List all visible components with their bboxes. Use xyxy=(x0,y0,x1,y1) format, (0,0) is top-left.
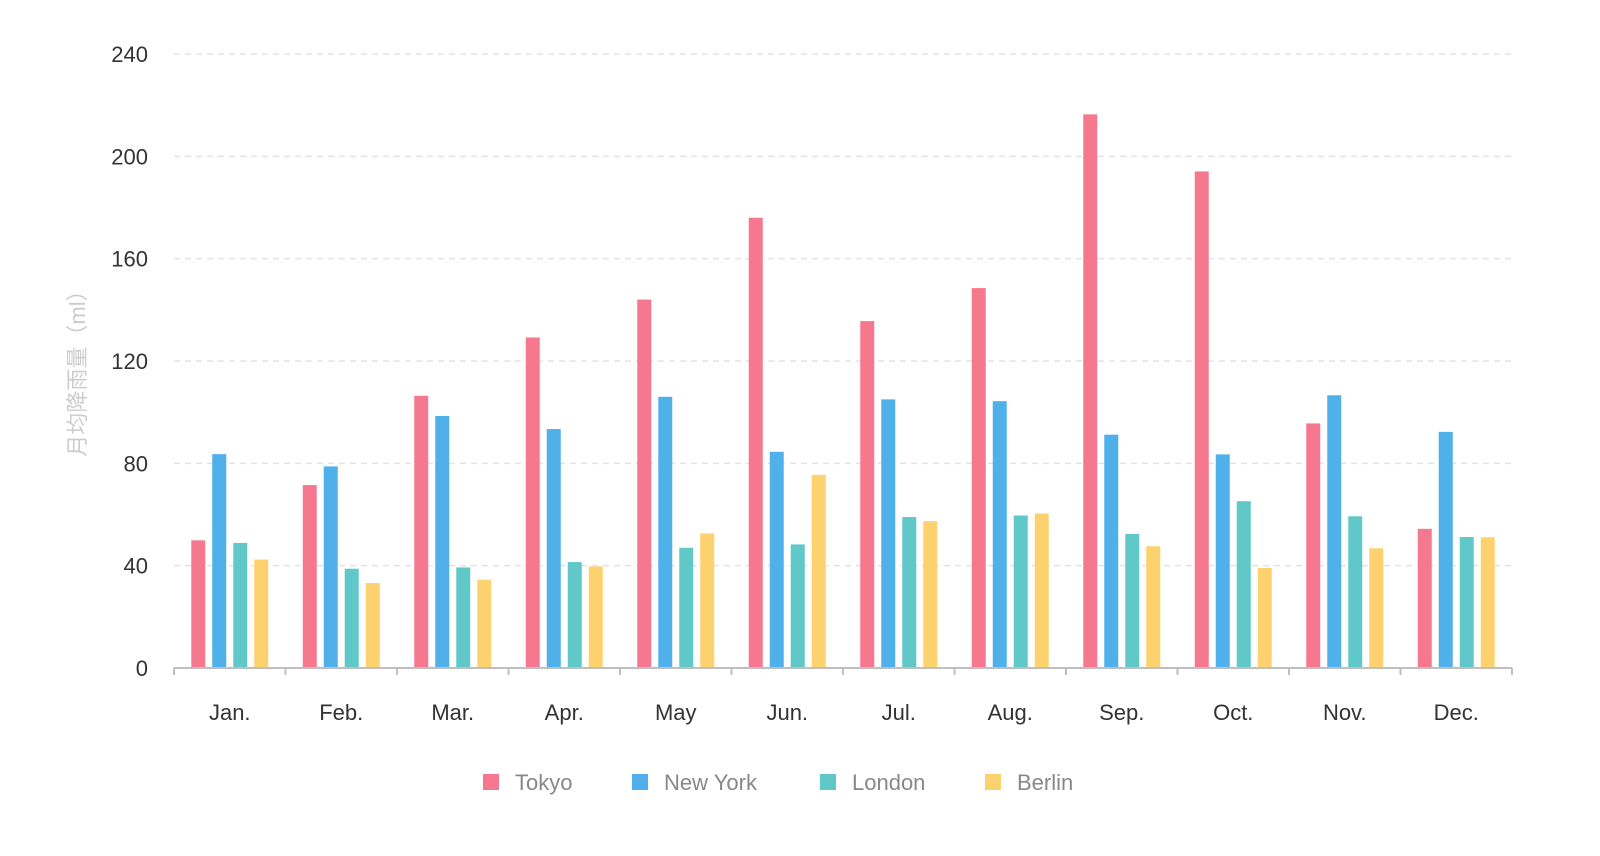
bar-berlin-6[interactable] xyxy=(923,521,938,668)
bar-tokyo-6[interactable] xyxy=(860,321,875,668)
bar-london-4[interactable] xyxy=(679,547,694,668)
y-axis-tick-labels: 0 40 80 120 160 200 240 xyxy=(111,42,148,681)
x-tick-label: Feb. xyxy=(319,700,363,725)
bar-tokyo-5[interactable] xyxy=(748,217,763,668)
legend-item-berlin[interactable]: Berlin xyxy=(985,770,1073,795)
y-tick-label: 40 xyxy=(124,554,148,579)
legend-swatch xyxy=(985,774,1001,790)
bar-tokyo-3[interactable] xyxy=(525,337,540,668)
x-tick-label: Apr. xyxy=(545,700,584,725)
bar-berlin-0[interactable] xyxy=(254,559,269,668)
y-tick-label: 200 xyxy=(111,144,148,169)
bar-new-york-10[interactable] xyxy=(1327,395,1342,668)
legend-label: New York xyxy=(664,770,758,795)
bar-new-york-1[interactable] xyxy=(323,466,338,668)
bar-new-york-11[interactable] xyxy=(1438,431,1453,668)
x-tick-label: Nov. xyxy=(1323,700,1367,725)
bar-new-york-4[interactable] xyxy=(658,396,673,668)
bar-berlin-2[interactable] xyxy=(477,579,492,668)
bar-new-york-7[interactable] xyxy=(992,401,1007,668)
legend-label: London xyxy=(852,770,925,795)
bar-london-3[interactable] xyxy=(567,562,582,668)
bar-new-york-6[interactable] xyxy=(881,399,896,668)
bar-new-york-9[interactable] xyxy=(1215,454,1230,668)
bar-london-9[interactable] xyxy=(1236,501,1251,668)
y-axis-title: 月均降雨量（ml） xyxy=(65,279,90,456)
x-tick-label: Dec. xyxy=(1434,700,1479,725)
y-tick-label: 160 xyxy=(111,247,148,272)
x-tick-label: Oct. xyxy=(1213,700,1253,725)
bar-berlin-8[interactable] xyxy=(1146,546,1161,668)
legend-swatch xyxy=(483,774,499,790)
bars xyxy=(191,114,1495,669)
legend-item-tokyo[interactable]: Tokyo xyxy=(483,770,572,795)
x-tick-label: Jun. xyxy=(766,700,808,725)
y-tick-label: 240 xyxy=(111,42,148,67)
x-tick-label: Jan. xyxy=(209,700,251,725)
bar-new-york-3[interactable] xyxy=(546,429,561,668)
bar-tokyo-11[interactable] xyxy=(1417,528,1432,668)
bar-berlin-3[interactable] xyxy=(588,566,603,668)
bar-london-11[interactable] xyxy=(1459,537,1474,668)
bar-berlin-10[interactable] xyxy=(1369,548,1384,668)
bar-london-1[interactable] xyxy=(344,568,359,668)
bar-new-york-0[interactable] xyxy=(212,454,227,668)
bar-tokyo-8[interactable] xyxy=(1083,114,1098,669)
bar-london-2[interactable] xyxy=(456,567,471,668)
bar-tokyo-1[interactable] xyxy=(302,485,317,668)
x-tick-label: Mar. xyxy=(431,700,474,725)
legend[interactable]: Tokyo New York London Berlin xyxy=(483,770,1073,795)
x-axis-tick-labels: Jan. Feb. Mar. Apr. May Jun. Jul. Aug. Sep. Oct. N… xyxy=(209,700,1479,725)
bar-london-7[interactable] xyxy=(1013,515,1028,668)
bar-tokyo-10[interactable] xyxy=(1306,423,1321,668)
bar-tokyo-9[interactable] xyxy=(1194,171,1209,669)
bar-new-york-5[interactable] xyxy=(769,451,784,668)
bar-london-8[interactable] xyxy=(1125,533,1140,668)
bar-berlin-4[interactable] xyxy=(700,533,715,668)
bar-tokyo-0[interactable] xyxy=(191,540,206,668)
bar-tokyo-7[interactable] xyxy=(971,288,986,668)
legend-item-new-york[interactable]: New York xyxy=(632,770,758,795)
legend-swatch xyxy=(820,774,836,790)
x-tick-label: Aug. xyxy=(988,700,1033,725)
bar-berlin-5[interactable] xyxy=(811,474,826,668)
bar-berlin-7[interactable] xyxy=(1034,513,1049,668)
bar-berlin-1[interactable] xyxy=(365,583,380,668)
x-tick-label: May xyxy=(655,700,697,725)
bar-berlin-11[interactable] xyxy=(1480,537,1495,668)
grid-lines xyxy=(174,53,1512,567)
bar-london-10[interactable] xyxy=(1348,516,1363,668)
bar-new-york-8[interactable] xyxy=(1104,434,1119,668)
x-axis xyxy=(173,667,1513,675)
legend-swatch xyxy=(632,774,648,790)
y-tick-label: 0 xyxy=(136,656,148,681)
bar-london-6[interactable] xyxy=(902,517,917,668)
bar-london-5[interactable] xyxy=(790,544,805,668)
bar-tokyo-4[interactable] xyxy=(637,299,652,668)
y-tick-label: 80 xyxy=(124,451,148,476)
bar-tokyo-2[interactable] xyxy=(414,395,429,668)
legend-label: Berlin xyxy=(1017,770,1073,795)
bar-new-york-2[interactable] xyxy=(435,416,450,668)
legend-label: Tokyo xyxy=(515,770,572,795)
x-tick-label: Jul. xyxy=(882,700,916,725)
y-tick-label: 120 xyxy=(111,349,148,374)
x-tick-label: Sep. xyxy=(1099,700,1144,725)
legend-item-london[interactable]: London xyxy=(820,770,925,795)
bar-berlin-9[interactable] xyxy=(1257,567,1272,668)
bar-london-0[interactable] xyxy=(233,542,248,668)
